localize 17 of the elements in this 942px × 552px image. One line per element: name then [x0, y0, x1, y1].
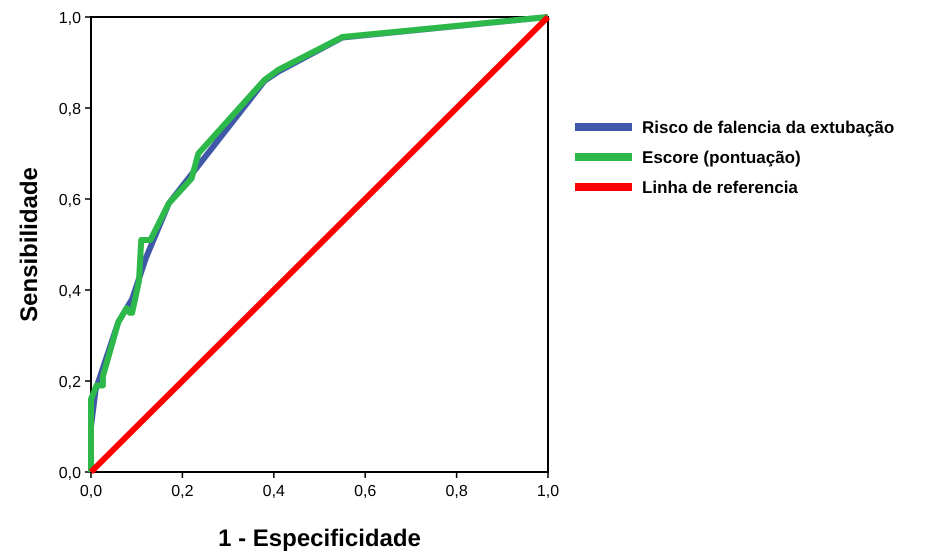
- legend-label: Linha de referencia: [642, 178, 798, 197]
- y-tick-label: 0,2: [58, 374, 82, 391]
- y-tick-label: 0,4: [58, 283, 82, 300]
- x-tick-label: 0,0: [80, 483, 102, 500]
- y-tick-label: 0,8: [58, 101, 82, 118]
- legend-label: Risco de falencia da extubação: [642, 118, 894, 137]
- x-axis-title: 1 - Especificidade: [218, 525, 421, 552]
- y-tick-label: 0,0: [58, 465, 82, 482]
- x-tick-label: 0,8: [445, 483, 468, 500]
- x-tick-label: 0,2: [171, 483, 194, 500]
- y-tick-label: 0,6: [58, 192, 82, 209]
- x-tick-label: 0,4: [262, 483, 286, 500]
- x-tick-label: 0,6: [354, 483, 376, 500]
- legend-label: Escore (pontuação): [642, 148, 801, 167]
- y-axis-title: Sensibilidade: [16, 167, 43, 322]
- y-tick-label: 1,0: [58, 10, 82, 27]
- x-tick-label: 1,0: [536, 483, 560, 500]
